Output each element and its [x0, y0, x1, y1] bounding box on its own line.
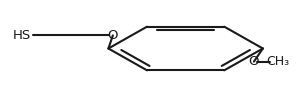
- Text: HS: HS: [12, 29, 31, 42]
- Text: CH₃: CH₃: [266, 55, 289, 68]
- Text: O: O: [108, 29, 118, 42]
- Text: O: O: [249, 55, 259, 68]
